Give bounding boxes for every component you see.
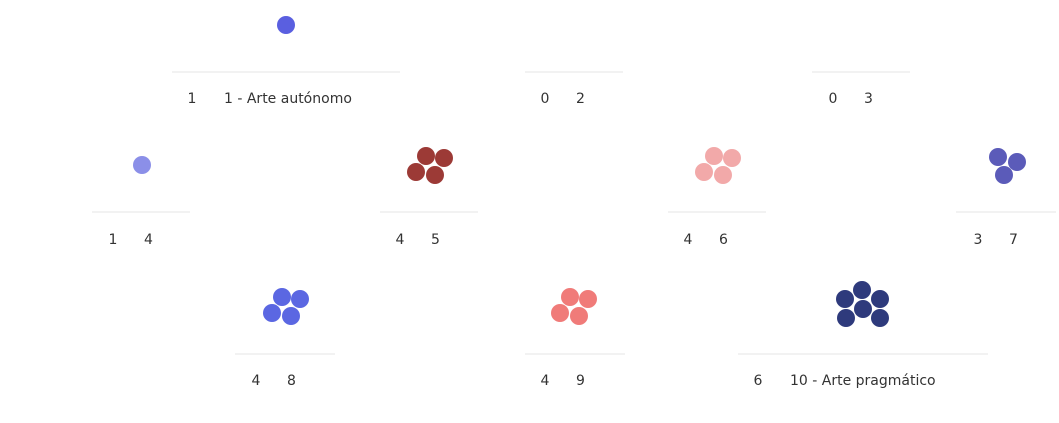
count: 3 <box>974 232 983 248</box>
dot <box>277 16 295 34</box>
count: 0 <box>829 91 838 107</box>
dot <box>426 166 444 184</box>
dot <box>133 156 151 174</box>
dot <box>282 307 300 325</box>
label: 9 <box>576 373 585 389</box>
count: 1 <box>188 91 197 107</box>
count: 0 <box>541 91 550 107</box>
count: 6 <box>754 373 763 389</box>
dot <box>407 163 425 181</box>
dot <box>561 288 579 306</box>
count: 1 <box>109 232 118 248</box>
dot <box>995 166 1013 184</box>
label: 2 <box>576 91 585 107</box>
dot <box>435 149 453 167</box>
dot <box>836 290 854 308</box>
label: 6 <box>719 232 728 248</box>
label: 7 <box>1009 232 1018 248</box>
label: 4 <box>144 232 153 248</box>
dot <box>714 166 732 184</box>
count: 4 <box>684 232 693 248</box>
count: 4 <box>541 373 550 389</box>
count: 4 <box>252 373 261 389</box>
label: 5 <box>431 232 440 248</box>
dot <box>723 149 741 167</box>
count: 4 <box>396 232 405 248</box>
dot <box>695 163 713 181</box>
label: 3 <box>864 91 873 107</box>
dot <box>989 148 1007 166</box>
dot <box>871 290 889 308</box>
dot <box>871 309 889 327</box>
dot <box>417 147 435 165</box>
dot <box>1008 153 1026 171</box>
dot <box>570 307 588 325</box>
dot <box>263 304 281 322</box>
dot <box>273 288 291 306</box>
dot <box>854 300 872 318</box>
dot <box>291 290 309 308</box>
dot <box>837 309 855 327</box>
label: 8 <box>287 373 296 389</box>
dot <box>579 290 597 308</box>
label: 10 - Arte pragmático <box>790 373 936 389</box>
dot <box>551 304 569 322</box>
dot <box>705 147 723 165</box>
label: 1 - Arte autónomo <box>224 91 352 107</box>
dot <box>853 281 871 299</box>
